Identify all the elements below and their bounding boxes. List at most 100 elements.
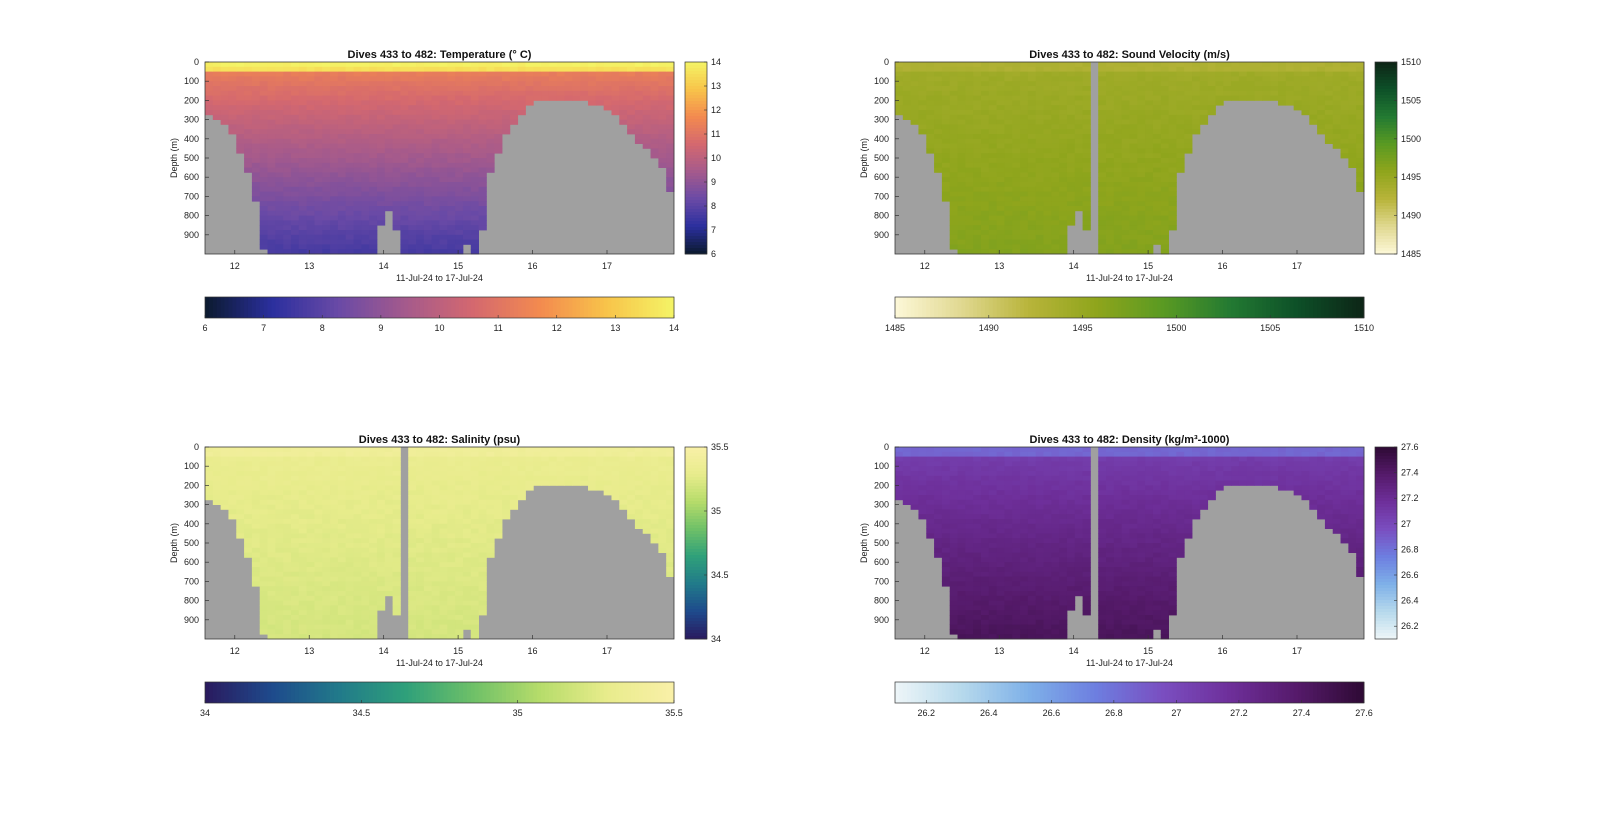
heatmap-cell (306, 114, 315, 120)
heatmap-cell (298, 239, 308, 245)
heatmap-cell (1051, 143, 1060, 149)
heatmap-cell (330, 158, 339, 164)
heatmap-cell (337, 62, 347, 68)
heatmap-cell (627, 114, 636, 120)
heatmap-cell (431, 182, 440, 188)
heatmap-cell (361, 158, 370, 164)
heatmap-cell (934, 105, 943, 111)
heatmap-cell (275, 571, 284, 577)
heatmap-cell (337, 567, 347, 573)
heatmap-cell (345, 528, 354, 534)
heatmap-cell (1113, 172, 1123, 178)
heatmap-cell (439, 249, 448, 255)
heatmap-cell (462, 576, 472, 582)
heatmap-cell (462, 153, 472, 159)
heatmap-cell (298, 234, 308, 240)
heatmap-cell (957, 114, 966, 120)
heatmap-cell (408, 490, 417, 496)
heatmap-cell (996, 124, 1005, 130)
heatmap-cell (619, 110, 628, 116)
colorbar-swatch (685, 92, 707, 96)
heatmap-cell (965, 114, 974, 120)
heatmap-cell (392, 206, 401, 212)
heatmap-cell (1059, 206, 1068, 212)
y-tick-label: 200 (874, 95, 889, 105)
heatmap-cell (980, 66, 990, 72)
sound-velocity-x-axis: 12 13 14 15 16 17 (920, 250, 1302, 271)
temperature-y-label: Depth (m) (169, 138, 179, 178)
heatmap-cell (244, 167, 253, 173)
heatmap-cell (400, 239, 409, 245)
heatmap-cell (212, 447, 222, 453)
heatmap-cell (1035, 143, 1044, 149)
heatmap-cell (345, 162, 354, 168)
heatmap-cell (376, 523, 386, 529)
heatmap-cell (949, 105, 958, 111)
heatmap-cell (1051, 196, 1060, 202)
heatmap-cell (1145, 143, 1154, 149)
heatmap-cell (267, 201, 276, 207)
heatmap-cell (1168, 62, 1177, 68)
heatmap-cell (1074, 177, 1083, 183)
heatmap-cell (1199, 110, 1209, 116)
heatmap-cell (957, 124, 966, 130)
heatmap-cell (392, 66, 401, 72)
heatmap-cell (1160, 62, 1169, 68)
heatmap-cell (1106, 110, 1115, 116)
heatmap-cell (416, 499, 425, 505)
heatmap-cell (1082, 95, 1091, 101)
heatmap-cell (322, 634, 331, 640)
heatmap-cell (1199, 95, 1209, 101)
heatmap-cell (314, 595, 323, 601)
heatmap-cell (392, 129, 401, 135)
heatmap-cell (509, 461, 519, 467)
colorbar-swatch (685, 65, 707, 69)
heatmap-cell (1121, 110, 1130, 116)
heatmap-cell (322, 186, 331, 192)
heatmap-cell (283, 71, 292, 77)
heatmap-cell (642, 62, 651, 68)
heatmap-cell (353, 143, 362, 149)
heatmap-cell (1137, 220, 1146, 226)
heatmap-cell (1012, 201, 1021, 207)
heatmap-cell (1059, 230, 1068, 236)
heatmap-cell (228, 475, 237, 481)
heatmap-cell (1309, 81, 1318, 87)
heatmap-cell (298, 586, 308, 592)
heatmap-cell (345, 615, 354, 621)
heatmap-cell (439, 191, 448, 197)
heatmap-cell (314, 71, 323, 77)
heatmap-cell (314, 509, 323, 515)
heatmap-cell (361, 615, 370, 621)
heatmap-cell (980, 196, 990, 202)
heatmap-cell (517, 71, 526, 77)
heatmap-cell (290, 124, 300, 130)
heatmap-cell (1004, 124, 1013, 130)
heatmap-cell (1137, 86, 1146, 92)
colorbar-swatch (486, 297, 491, 318)
heatmap-cell (1074, 119, 1083, 125)
heatmap-cell (494, 124, 503, 130)
heatmap-cell (650, 81, 659, 87)
heatmap-cell (1059, 110, 1068, 116)
heatmap-cell (564, 466, 573, 472)
heatmap-cell (1059, 158, 1068, 164)
heatmap-cell (1168, 105, 1177, 111)
heatmap-cell (1129, 191, 1138, 197)
colorbar-swatch (685, 218, 707, 222)
heatmap-cell (941, 110, 951, 116)
heatmap-cell (1012, 81, 1021, 87)
heatmap-cell (1121, 86, 1130, 92)
heatmap-cell (205, 86, 214, 92)
heatmap-cell (470, 186, 479, 192)
colorbar-swatch (685, 80, 707, 84)
x-tick-label: 15 (1143, 261, 1153, 271)
heatmap-cell (1278, 76, 1287, 82)
heatmap-cell (220, 119, 229, 125)
heatmap-cell (1012, 186, 1021, 192)
heatmap-cell (926, 100, 935, 106)
colorbar-swatch (685, 215, 707, 219)
heatmap-cell (502, 456, 511, 462)
heatmap-cell (408, 571, 417, 577)
heatmap-cell (314, 471, 323, 477)
